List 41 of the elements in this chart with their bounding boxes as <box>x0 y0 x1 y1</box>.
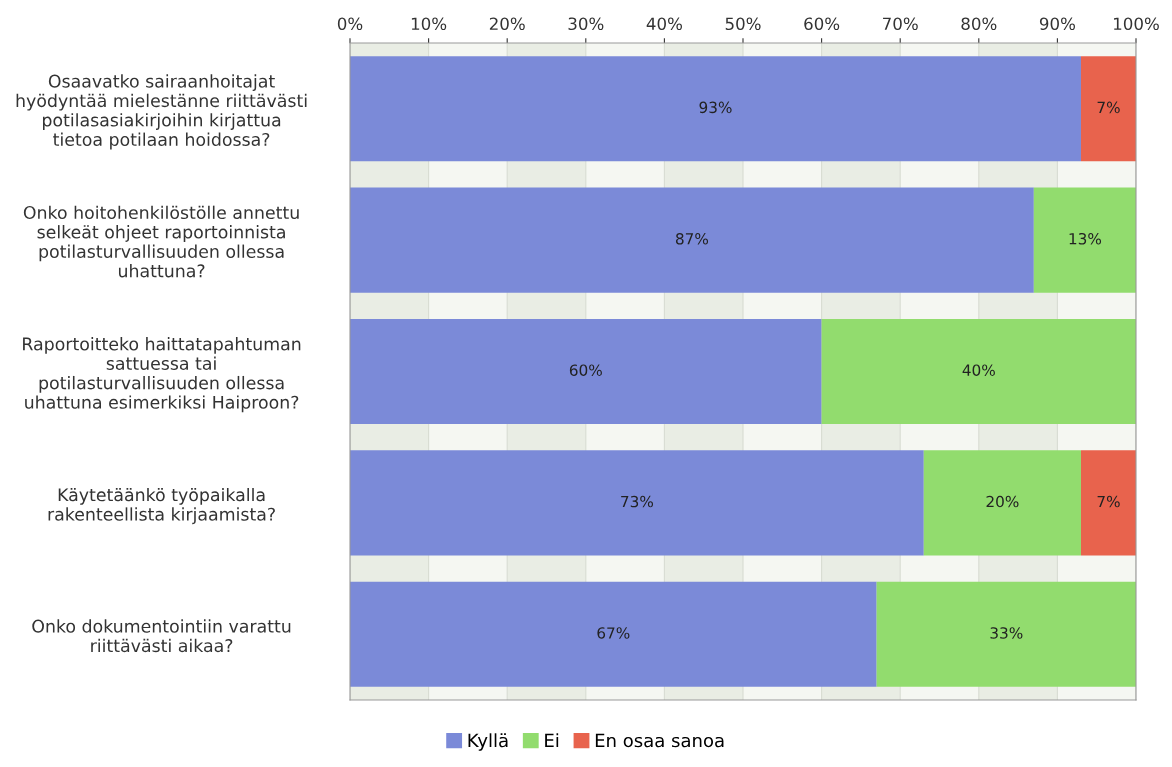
legend-label: En osaa sanoa <box>595 733 724 748</box>
data-label: 60% <box>569 364 602 376</box>
x-tick-label: 50% <box>725 17 761 31</box>
bar <box>1080 56 1136 162</box>
x-tick-label: 30% <box>568 17 604 31</box>
data-label: 40% <box>962 364 995 376</box>
bar <box>350 318 822 425</box>
x-tick-label: 100% <box>1114 17 1159 31</box>
legend-label: Kyllä <box>468 733 508 751</box>
bar <box>350 581 877 687</box>
x-tick-label: 70% <box>883 17 918 31</box>
data-label: 67% <box>597 627 630 639</box>
x-tick-label: 20% <box>489 17 525 31</box>
bar <box>1033 187 1136 293</box>
x-tick-label: 90% <box>1039 17 1075 31</box>
bar <box>876 581 1136 687</box>
bar <box>350 450 924 556</box>
x-tick-label: 40% <box>646 17 682 31</box>
data-label: 7% <box>1097 101 1120 114</box>
x-tick-label: 0% <box>337 17 363 31</box>
y-tick-label: Onko hoitohenkilöstölle annettu selkeät ohjeet raportoinnista potilasturvallisuuden ollessa uhattuna? <box>23 205 299 278</box>
y-tick-label: Käytetäänkö työpaikalla rakenteellista kirjaamista? <box>48 487 275 525</box>
data-label: 87% <box>675 232 709 245</box>
data-label: 13% <box>1069 232 1102 245</box>
legend-label: Ei <box>545 733 559 747</box>
data-label: 33% <box>990 627 1023 639</box>
x-tick-label: 60% <box>804 17 840 31</box>
x-tick-label: 10% <box>411 17 447 31</box>
bar <box>923 450 1081 556</box>
y-tick-label: Onko dokumentointiin varattu riittävästi aikaa? <box>32 619 291 653</box>
bar <box>821 318 1136 425</box>
bar <box>350 187 1034 293</box>
y-tick-label: Raportoitteko haittatapahtuman sattuessa tai potilasturvallisuuden ollessa uhattuna esimerkiksi Haiproon? <box>23 337 301 413</box>
data-label: 93% <box>699 101 732 114</box>
data-label: 7% <box>1097 495 1120 508</box>
data-label: 20% <box>986 495 1019 508</box>
x-tick-label: 80% <box>961 17 997 31</box>
bar <box>1080 450 1136 556</box>
y-tick-label: Osaavatko sairaanhoitajat hyödyntää mielestänne riittävästi potilasasiakirjoihin kirjattua tietoa potilaan hoidossa? <box>16 74 307 150</box>
bar <box>350 56 1081 162</box>
data-label: 73% <box>621 495 654 508</box>
